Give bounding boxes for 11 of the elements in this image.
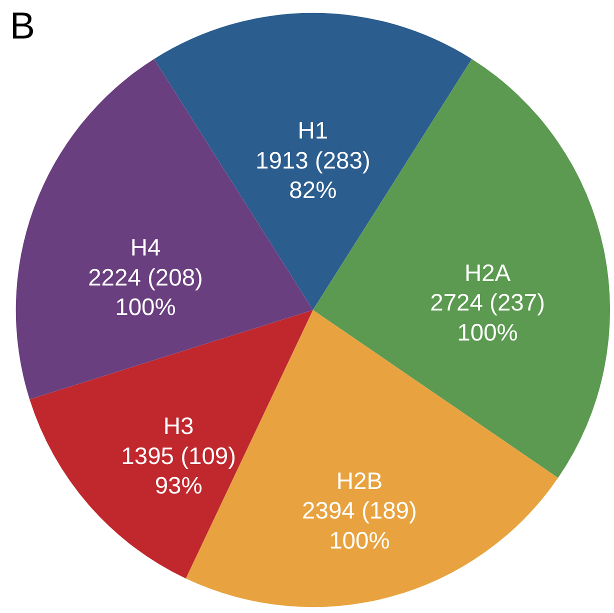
slice-label: H2B [336, 468, 383, 495]
text: B [10, 4, 36, 47]
slice-label: H2A [464, 260, 511, 287]
slice-label: H1 [298, 118, 328, 145]
data-label: 2224 (208) 100% [88, 264, 203, 322]
data-label: 1395 (109) 93% [121, 442, 236, 500]
slice-label: H4 [130, 234, 161, 262]
data-label: 2394 (189) 100% [302, 498, 417, 554]
data-label: 2724 (237) 100% [430, 290, 545, 346]
data-label: 1913 (283) 82% [255, 147, 370, 204]
slice-label: H3 [163, 413, 194, 440]
